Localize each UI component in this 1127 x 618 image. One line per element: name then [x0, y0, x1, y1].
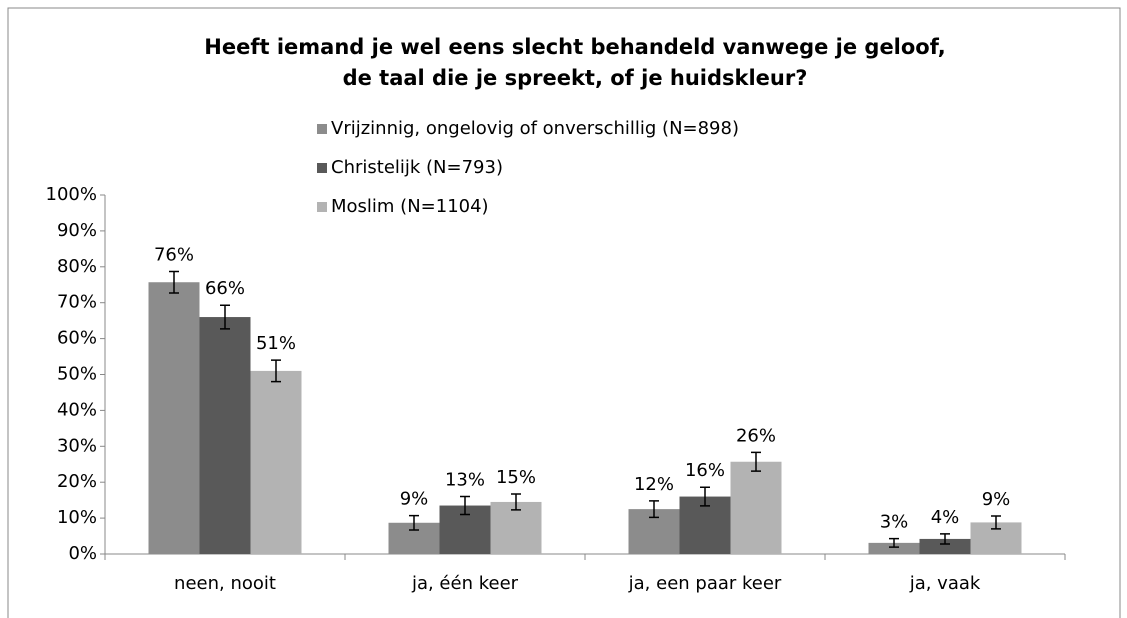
y-tick-label: 40% — [57, 399, 97, 420]
x-tick-label: ja, één keer — [411, 573, 519, 594]
bar — [868, 542, 920, 554]
y-tick-label: 50% — [57, 364, 97, 385]
value-label: 16% — [685, 460, 725, 481]
x-tick-label: neen, nooit — [174, 573, 276, 594]
legend-label: Vrijzinnig, ongelovig of onverschillig (… — [331, 118, 739, 139]
error-bar — [700, 486, 710, 507]
bar — [730, 461, 782, 554]
bar — [250, 370, 302, 554]
value-label: 12% — [634, 474, 674, 495]
value-label: 76% — [154, 244, 194, 265]
chart-title: de taal die je spreekt, of je huidskleur… — [343, 66, 808, 90]
error-bar — [460, 495, 470, 516]
value-label: 9% — [400, 489, 429, 510]
y-tick-label: 30% — [57, 435, 97, 456]
bar — [148, 282, 200, 554]
y-tick-label: 80% — [57, 256, 97, 277]
y-tick-label: 20% — [57, 471, 97, 492]
value-label: 9% — [982, 489, 1011, 510]
bar — [490, 501, 542, 554]
legend-swatch — [317, 202, 327, 212]
x-tick-label: ja, vaak — [909, 573, 981, 594]
value-label: 66% — [205, 278, 245, 299]
y-tick-label: 100% — [46, 184, 97, 205]
chart-frame — [7, 7, 1121, 618]
value-label: 13% — [445, 470, 485, 491]
error-bar — [991, 515, 1001, 530]
legend-label: Moslim (N=1104) — [331, 196, 489, 217]
x-tick-label: ja, een paar keer — [628, 573, 782, 594]
y-tick-label: 60% — [57, 328, 97, 349]
value-label: 26% — [736, 425, 776, 446]
legend-swatch — [317, 163, 327, 173]
bar — [199, 317, 251, 554]
error-bar — [511, 493, 521, 511]
value-label: 51% — [256, 333, 296, 354]
y-tick-label: 90% — [57, 220, 97, 241]
y-tick-label: 0% — [68, 543, 97, 564]
error-bar — [649, 500, 659, 519]
error-bar — [169, 270, 179, 294]
error-bar — [220, 304, 230, 330]
y-tick-label: 70% — [57, 292, 97, 313]
error-bar — [751, 451, 761, 472]
error-bar — [409, 514, 419, 531]
chart-title: Heeft iemand je wel eens slecht behandel… — [204, 35, 945, 59]
value-label: 4% — [931, 507, 960, 528]
error-bar — [940, 533, 950, 545]
value-label: 3% — [880, 512, 909, 533]
error-bar — [889, 537, 899, 548]
legend-swatch — [317, 124, 327, 134]
error-bar — [271, 359, 281, 383]
y-tick-label: 10% — [57, 507, 97, 528]
value-label: 15% — [496, 467, 536, 488]
legend-label: Christelijk (N=793) — [331, 157, 503, 178]
bar — [919, 538, 971, 554]
